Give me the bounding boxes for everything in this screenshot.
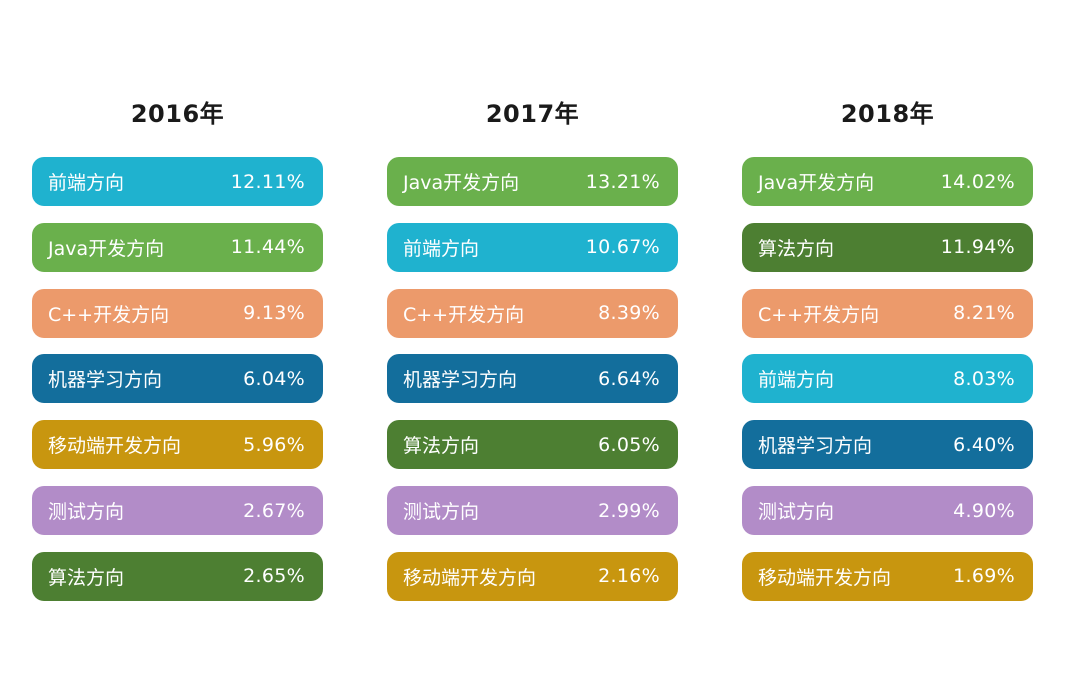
category-percentage: 6.04% — [243, 367, 305, 390]
category-pill: 前端方向 12.11% — [32, 157, 323, 206]
category-label: 移动端开发方向 — [48, 435, 182, 458]
category-pill: Java开发方向 11.44% — [32, 222, 323, 272]
category-pill: 算法方向 11.94% — [742, 222, 1033, 272]
category-label: 测试方向 — [758, 501, 835, 523]
category-label: Java开发方向 — [403, 172, 520, 194]
category-pill: Java开发方向 13.21% — [387, 157, 678, 206]
category-label: Java开发方向 — [758, 172, 875, 194]
category-label: 测试方向 — [48, 501, 125, 523]
category-percentage: 11.44% — [230, 236, 305, 259]
category-label: 移动端开发方向 — [403, 566, 537, 589]
year-title: 2016年 — [130, 100, 225, 128]
category-percentage: 2.65% — [243, 565, 305, 588]
category-percentage: 1.69% — [953, 565, 1015, 588]
category-percentage: 6.64% — [598, 367, 660, 390]
category-label: 算法方向 — [758, 237, 835, 260]
category-percentage: 4.90% — [953, 499, 1015, 522]
category-pill: C++开发方向 9.13% — [32, 288, 323, 338]
category-label: 机器学习方向 — [403, 369, 518, 392]
category-percentage: 10.67% — [585, 236, 660, 259]
year-title: 2017年 — [485, 100, 580, 128]
category-label: 前端方向 — [403, 237, 480, 260]
category-percentage: 6.40% — [953, 433, 1015, 456]
category-percentage: 9.13% — [243, 302, 305, 325]
category-pill: Java开发方向 14.02% — [742, 157, 1033, 206]
category-pill: 测试方向 2.67% — [32, 486, 323, 535]
category-percentage: 6.05% — [598, 433, 660, 456]
category-label: 前端方向 — [758, 369, 835, 392]
year-title: 2018年 — [840, 100, 935, 128]
category-pill: 移动端开发方向 2.16% — [387, 551, 678, 601]
category-pill: C++开发方向 8.39% — [387, 288, 678, 338]
category-percentage: 13.21% — [585, 170, 660, 193]
category-pill: 机器学习方向 6.04% — [32, 354, 323, 404]
category-percentage: 11.94% — [940, 236, 1015, 259]
category-percentage: 8.21% — [953, 302, 1015, 325]
category-label: 算法方向 — [403, 435, 480, 458]
category-label: Java开发方向 — [48, 237, 165, 260]
category-percentage: 8.39% — [598, 302, 660, 325]
category-pill: 算法方向 6.05% — [387, 420, 678, 470]
category-percentage: 14.02% — [940, 170, 1015, 193]
category-label: 测试方向 — [403, 501, 480, 523]
category-label: 机器学习方向 — [48, 369, 163, 392]
category-pill: 机器学习方向 6.40% — [742, 420, 1033, 470]
category-percentage: 12.11% — [230, 170, 305, 193]
category-label: 移动端开发方向 — [758, 566, 892, 589]
category-percentage: 2.67% — [243, 499, 305, 522]
category-label: C++开发方向 — [758, 303, 880, 326]
category-percentage: 5.96% — [243, 433, 305, 456]
category-pill: 前端方向 8.03% — [742, 354, 1033, 404]
category-percentage: 2.99% — [598, 499, 660, 522]
category-label: 机器学习方向 — [758, 435, 873, 458]
category-pill: C++开发方向 8.21% — [742, 288, 1033, 338]
category-label: C++开发方向 — [403, 303, 525, 326]
category-pill: 移动端开发方向 5.96% — [32, 420, 323, 470]
category-percentage: 8.03% — [953, 367, 1015, 390]
category-pill: 机器学习方向 6.64% — [387, 354, 678, 404]
category-pill: 移动端开发方向 1.69% — [742, 551, 1033, 601]
category-pill: 测试方向 2.99% — [387, 486, 678, 535]
category-pill: 算法方向 2.65% — [32, 551, 323, 601]
category-label: C++开发方向 — [48, 303, 170, 326]
category-label: 前端方向 — [48, 172, 125, 194]
category-label: 算法方向 — [48, 566, 125, 589]
category-percentage: 2.16% — [598, 565, 660, 588]
category-pill: 测试方向 4.90% — [742, 486, 1033, 535]
category-pill: 前端方向 10.67% — [387, 222, 678, 272]
